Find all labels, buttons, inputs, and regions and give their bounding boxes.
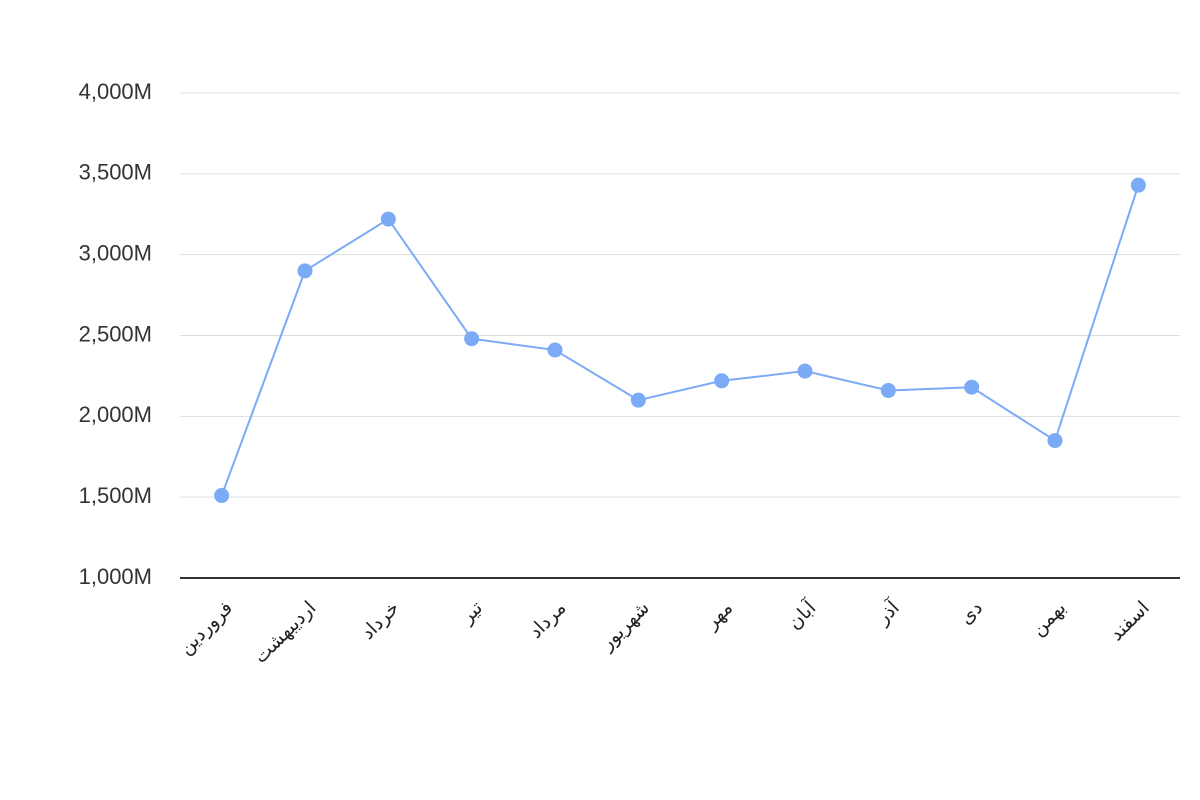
- point: [880, 382, 896, 398]
- point: [547, 342, 563, 358]
- x-tick-label: آذر: [870, 595, 904, 629]
- y-tick-label: 3,500M: [79, 160, 152, 185]
- y-tick-label: 1,500M: [79, 483, 152, 508]
- y-tick-label: 3,000M: [79, 240, 152, 265]
- point: [714, 373, 730, 389]
- y-tick-label: 2,000M: [79, 402, 152, 427]
- point: [797, 363, 813, 379]
- x-tick-label: مرداد: [525, 597, 571, 643]
- x-tick-label: دی: [955, 597, 987, 629]
- x-tick-label: شهریور: [595, 597, 653, 655]
- x-tick-label: فروردین: [175, 597, 237, 659]
- y-tick-label: 4,000M: [79, 79, 152, 104]
- x-tick-label: اسفند: [1105, 597, 1153, 645]
- point: [464, 331, 480, 347]
- point: [630, 392, 646, 408]
- x-tick-label: آبان: [782, 595, 821, 634]
- point: [1130, 177, 1146, 193]
- point: [1047, 433, 1063, 449]
- line: [220, 184, 1140, 496]
- point: [214, 488, 230, 504]
- y-tick-label: 2,500M: [79, 321, 152, 346]
- x-tick-label: اردیبهشت: [249, 597, 320, 668]
- x-tick-label: تیر: [456, 597, 487, 628]
- point: [297, 263, 313, 279]
- x-tick-label: بهمن: [1027, 597, 1070, 640]
- point: [964, 379, 980, 395]
- y-tick-label: 1,000M: [79, 564, 152, 589]
- point: [380, 211, 396, 227]
- x-tick-label: خرداد: [357, 597, 404, 644]
- x-tick-label: مهر: [700, 597, 737, 634]
